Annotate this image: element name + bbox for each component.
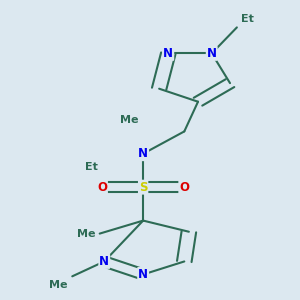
Text: Me: Me <box>76 229 95 238</box>
Text: S: S <box>139 181 147 194</box>
Text: N: N <box>138 147 148 160</box>
Text: N: N <box>99 255 109 268</box>
Text: Et: Et <box>242 14 254 24</box>
Text: Me: Me <box>120 115 139 125</box>
Text: O: O <box>97 181 107 194</box>
Text: N: N <box>207 47 217 60</box>
Text: N: N <box>163 47 173 60</box>
Text: N: N <box>138 268 148 281</box>
Text: O: O <box>179 181 189 194</box>
Text: Et: Et <box>85 162 98 172</box>
Text: Me: Me <box>49 280 68 290</box>
